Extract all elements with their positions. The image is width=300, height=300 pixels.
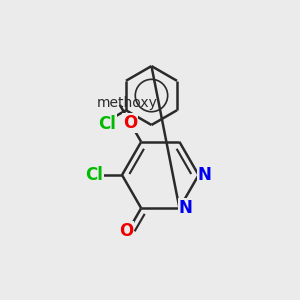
Text: Cl: Cl (85, 166, 103, 184)
Text: O: O (119, 222, 134, 240)
Text: O: O (123, 114, 137, 132)
Text: N: N (178, 199, 192, 217)
Text: Cl: Cl (98, 115, 116, 133)
Text: methoxy: methoxy (97, 96, 158, 110)
Text: N: N (197, 166, 212, 184)
